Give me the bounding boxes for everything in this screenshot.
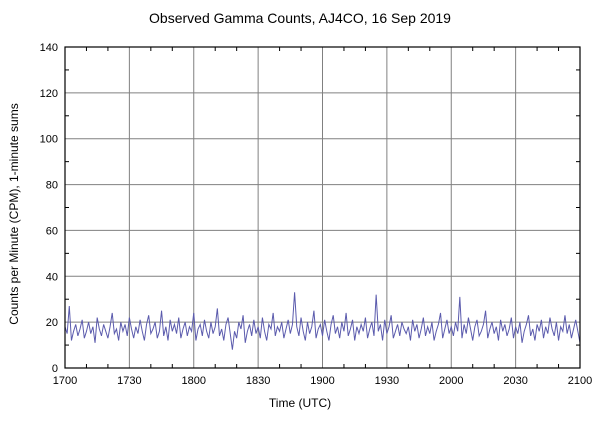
y-tick-label: 20 [46, 317, 58, 329]
x-tick-label: 1800 [182, 375, 206, 387]
x-axis-label: Time (UTC) [268, 396, 332, 410]
x-tick-label: 1700 [53, 375, 77, 387]
chart-title: Observed Gamma Counts, AJ4CO, 16 Sep 201… [149, 10, 451, 26]
x-tick-label: 2100 [568, 375, 592, 387]
x-tick-label: 1930 [375, 375, 399, 387]
x-tick-label: 2030 [503, 375, 527, 387]
plot-border [64, 46, 581, 369]
series-line [64, 292, 581, 350]
axis-ticks [65, 47, 580, 368]
y-tick-label: 80 [46, 180, 58, 192]
y-tick-label: 100 [40, 134, 58, 146]
x-tick-label: 1900 [310, 375, 334, 387]
x-tick-label: 1730 [117, 375, 141, 387]
y-tick-label: 120 [40, 88, 58, 100]
y-tick-label: 40 [46, 271, 58, 283]
y-tick-label: 0 [52, 363, 58, 375]
y-tick-label: 140 [40, 42, 58, 54]
y-axis-label: Counts per Minute (CPM), 1-minute sums [7, 103, 21, 325]
grid-lines [64, 46, 581, 369]
x-tick-label: 2000 [439, 375, 463, 387]
tick-labels: 1700 1730 1800 1830 1900 1930 2000 2030 2100 0 20 4… [40, 42, 593, 387]
y-tick-label: 60 [46, 225, 58, 237]
x-tick-label: 1830 [246, 375, 270, 387]
